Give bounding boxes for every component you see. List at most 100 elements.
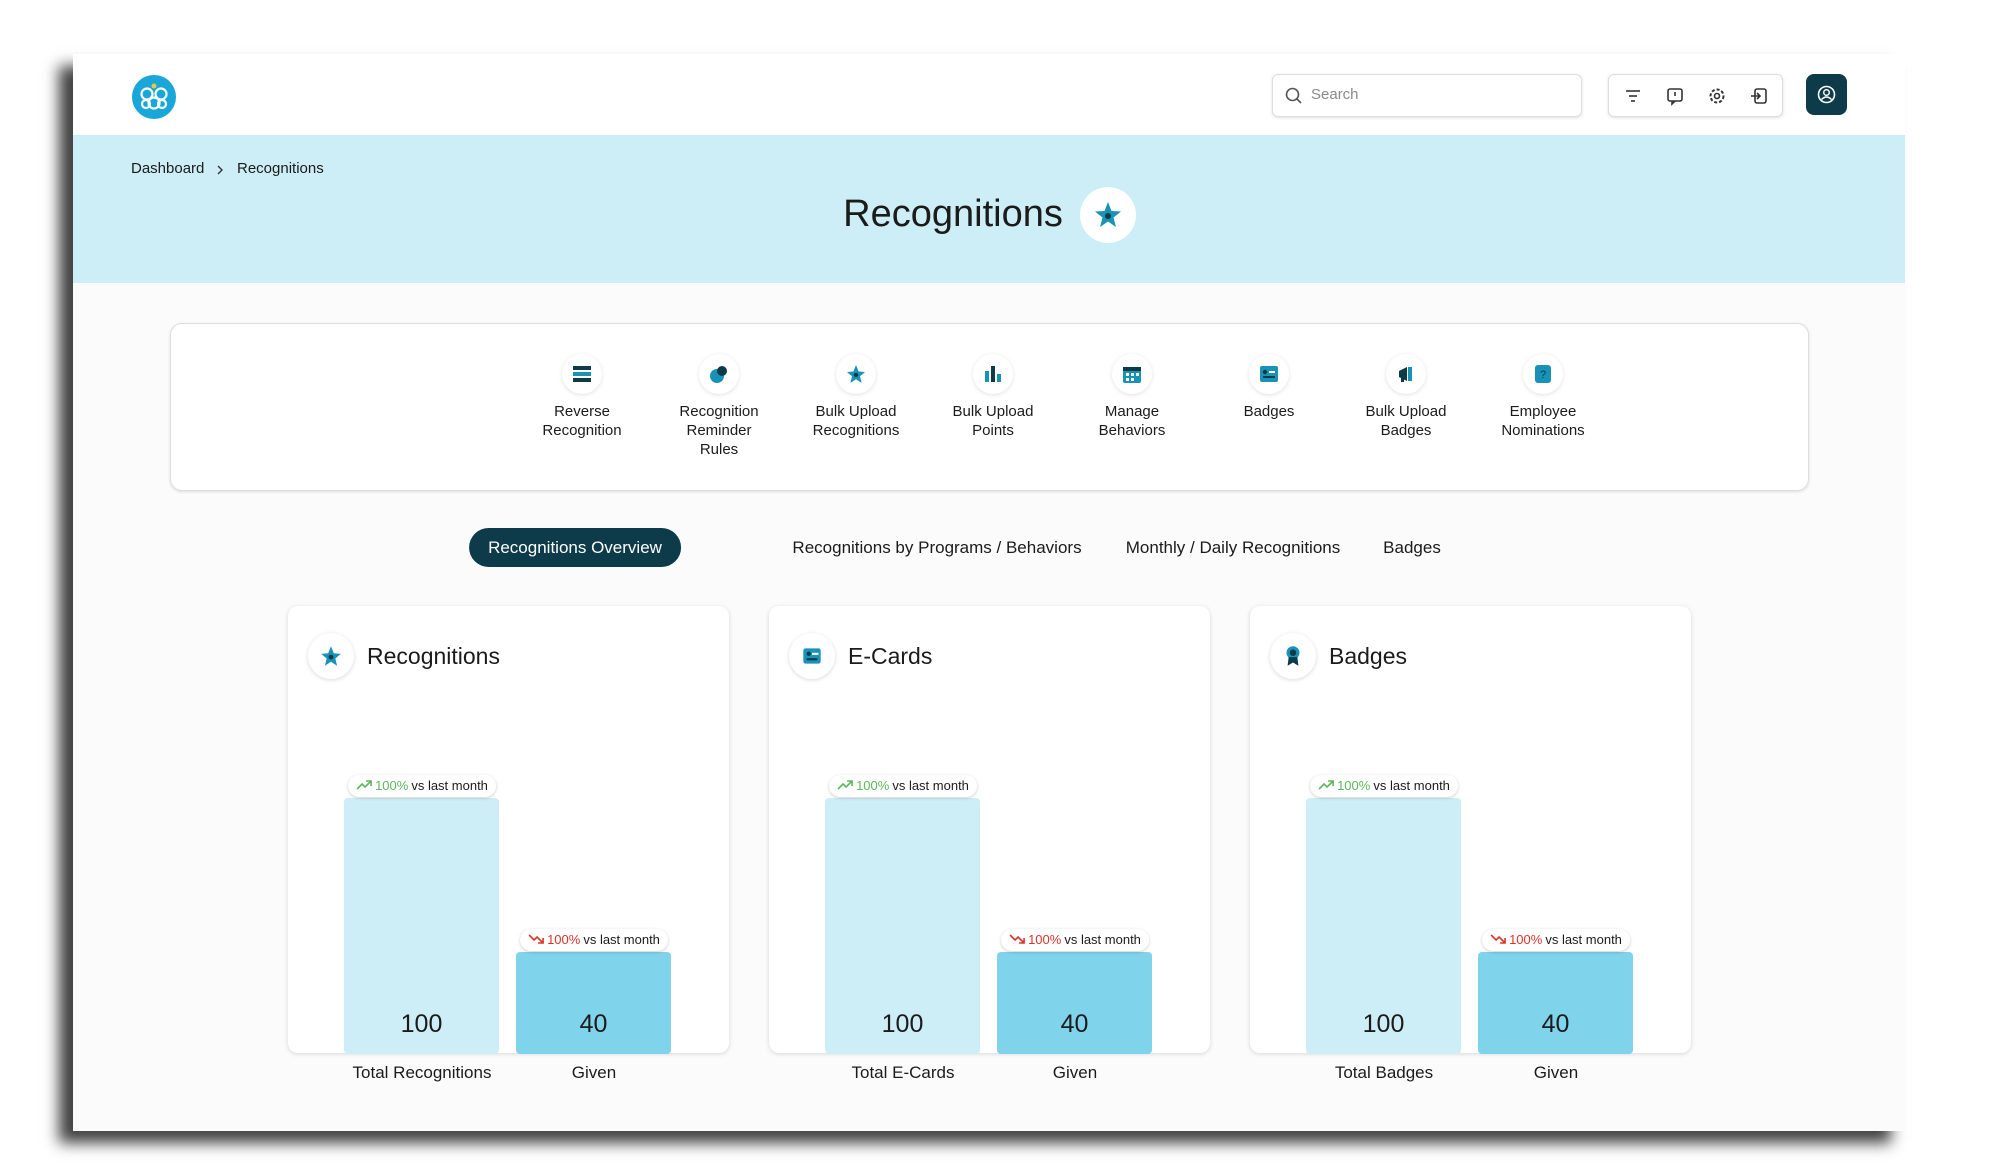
breadcrumb-chevron — [217, 165, 223, 175]
bar-value: 40 — [1541, 1010, 1570, 1038]
toolbar-item[interactable]: Bulk Upload Points — [938, 354, 1048, 440]
bar — [1478, 951, 1633, 1054]
icon-glyph — [985, 366, 1001, 382]
bar-value: 40 — [1060, 1010, 1089, 1038]
logo[interactable] — [131, 74, 177, 120]
change-pill: 100% vs last month — [348, 775, 496, 797]
change-pill: 100% vs last month — [1482, 928, 1630, 951]
filter-icon[interactable] — [1623, 86, 1643, 106]
change-value: 100% — [1509, 931, 1543, 947]
card-title: E-Cards — [848, 643, 933, 669]
bar-label: Total Recognitions — [352, 1063, 492, 1082]
card-icon — [789, 633, 835, 679]
toolbar-item[interactable]: Recognition Reminder Rules — [664, 354, 774, 459]
toolbar-label: Recognition Reminder Rules — [679, 403, 759, 458]
toolbar-icon: ? — [1523, 354, 1563, 394]
toolbar-item[interactable]: Bulk Upload Recognitions — [801, 354, 911, 440]
bar-value: 100 — [1362, 1010, 1405, 1038]
change-pill: 100% vs last month — [1310, 775, 1458, 797]
toolbar-label: Badges — [1243, 403, 1295, 420]
card-title: Badges — [1329, 643, 1408, 669]
bar-value: 100 — [881, 1010, 924, 1038]
icon-glyph — [803, 648, 821, 664]
change-pill: 100% vs last month — [520, 928, 668, 951]
change-note: vs last month — [583, 931, 660, 947]
toolbar-label: Manage Behaviors — [1098, 403, 1166, 439]
change-note: vs last month — [892, 778, 969, 793]
trend-arrow — [1318, 780, 1334, 790]
svg-text:?: ? — [1540, 369, 1546, 381]
toolbar-icon — [562, 354, 602, 394]
toolbar-item[interactable]: Manage Behaviors — [1077, 354, 1187, 440]
icon-glyph — [1123, 367, 1141, 383]
bar — [1306, 798, 1461, 1054]
toolbar-label: Bulk Upload Badges — [1365, 403, 1447, 439]
bar-value: 100 — [400, 1010, 443, 1038]
trend-arrow — [1490, 934, 1506, 944]
change-value: 100% — [375, 778, 409, 793]
tab[interactable]: Badges — [1383, 538, 1441, 557]
search-box[interactable]: Search — [1272, 74, 1582, 117]
trend-arrow — [1009, 934, 1025, 944]
bar-label: Total Badges — [1334, 1063, 1434, 1082]
stat-card: Recognitions 100 Total Recognitions 100% vs … — [288, 606, 729, 1082]
change-pill: 100% vs last month — [1001, 928, 1149, 951]
icon-glyph — [573, 366, 591, 382]
bar — [997, 951, 1152, 1054]
card-icon — [1270, 633, 1316, 679]
trend-arrow — [356, 780, 372, 790]
toolbar-item[interactable]: Bulk Upload Badges — [1351, 354, 1461, 440]
bar-label: Given — [1533, 1063, 1579, 1082]
page-banner: Dashboard Recognitions Recognitions — [73, 135, 1905, 283]
toolbar-item[interactable]: Reverse Recognition — [527, 354, 637, 440]
toolbar-label: Employee Nominations — [1501, 403, 1585, 439]
bar-value: 40 — [579, 1010, 608, 1038]
stat-card: Badges 100 Total Badges 100% vs last month 40… — [1250, 606, 1691, 1082]
toolbar-item[interactable]: ? Employee Nominations — [1488, 354, 1598, 440]
toolbar-label: Bulk Upload Recognitions — [812, 403, 900, 439]
bar — [516, 951, 671, 1054]
change-note: vs last month — [411, 778, 488, 793]
card-icon — [308, 633, 354, 679]
breadcrumb-link[interactable]: Dashboard — [131, 160, 205, 177]
change-note: vs last month — [1373, 778, 1450, 793]
icon-glyph — [710, 366, 727, 383]
icon-glyph — [1260, 366, 1278, 382]
feedback-icon[interactable] — [1665, 86, 1685, 106]
icon-glyph — [1286, 646, 1300, 666]
profile-button[interactable] — [1806, 74, 1847, 115]
toolbar-card: Reverse Recognition Recognition Reminder … — [170, 323, 1809, 491]
trend-arrow — [528, 934, 544, 944]
title-icon — [1080, 187, 1136, 243]
toolbar-label: Bulk Upload Points — [952, 403, 1034, 439]
tab[interactable]: Monthly / Daily Recognitions — [1125, 538, 1341, 557]
icon-glyph — [1399, 367, 1412, 382]
settings-icon[interactable] — [1707, 86, 1727, 106]
toolbar-item[interactable]: Badges — [1214, 354, 1324, 421]
bar — [825, 798, 980, 1054]
change-value: 100% — [1028, 931, 1062, 947]
icon-group — [1608, 74, 1783, 117]
card-title: Recognitions — [367, 643, 500, 669]
toolbar-icon — [1386, 354, 1426, 394]
tab[interactable]: Recognitions by Programs / Behaviors — [792, 538, 1082, 557]
logout-icon[interactable] — [1749, 86, 1769, 106]
change-pill: 100% vs last month — [829, 775, 977, 797]
search-icon — [1285, 87, 1302, 104]
change-value: 100% — [856, 778, 890, 793]
toolbar-icon — [1249, 354, 1289, 394]
toolbar-icon — [699, 354, 739, 394]
change-note: vs last month — [1545, 931, 1622, 947]
toolbar-icon — [973, 354, 1013, 394]
stat-card: E-Cards 100 Total E-Cards 100% vs last month… — [769, 606, 1210, 1082]
toolbar-icon — [1112, 354, 1152, 394]
trend-arrow — [837, 780, 853, 790]
tab[interactable]: Recognitions Overview — [469, 528, 681, 567]
icon-glyph — [321, 646, 341, 666]
toolbar-icon — [836, 354, 876, 394]
page-title: Recognitions — [843, 193, 1063, 235]
change-value: 100% — [1337, 778, 1371, 793]
change-value: 100% — [547, 931, 581, 947]
bar-label: Total E-Cards — [851, 1063, 955, 1082]
icon-glyph: ? — [1535, 365, 1551, 383]
